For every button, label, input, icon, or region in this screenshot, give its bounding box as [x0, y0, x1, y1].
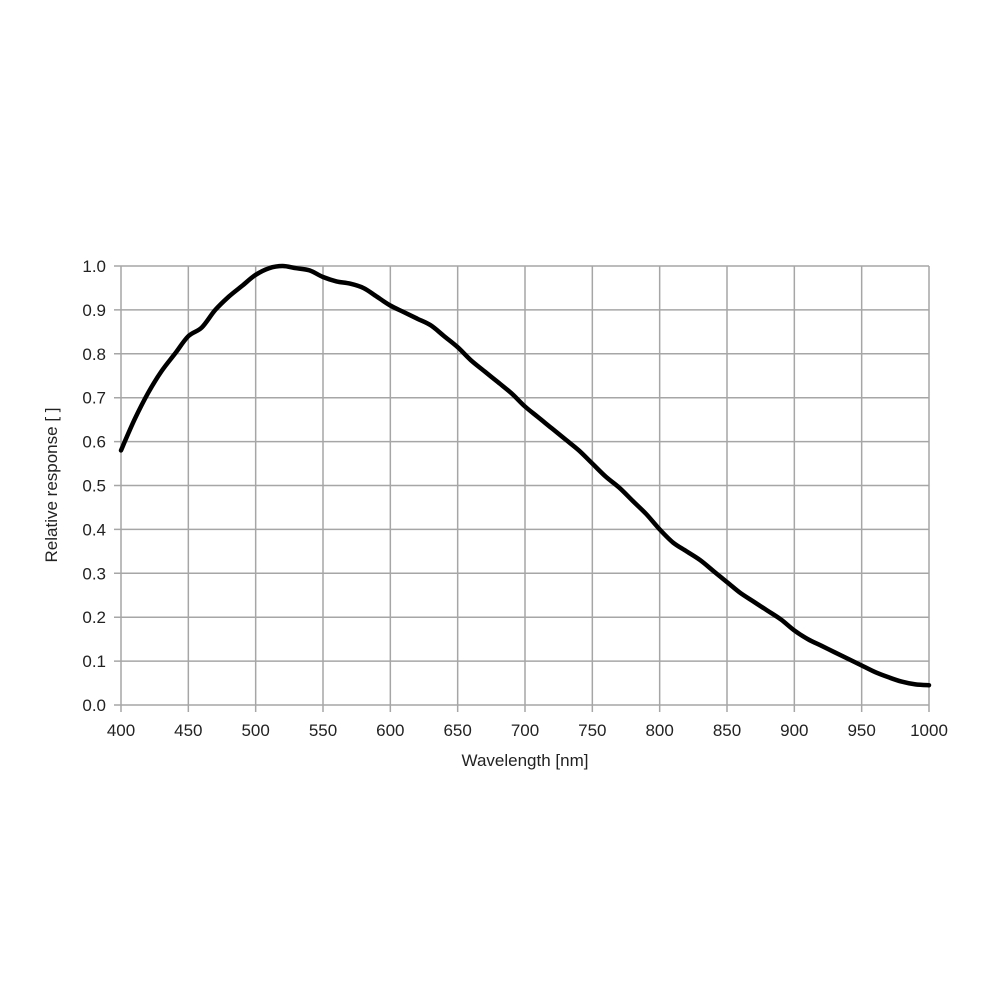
y-axis-ticks: 0.0 0.1 0.2 0.3 0.4 0.5 0.6 0.7 0.8 0.9 1.0 — [82, 257, 106, 715]
y-tick-label: 0.0 — [82, 696, 106, 715]
x-tick-label: 850 — [713, 721, 741, 740]
y-axis-label: Relative response [ ] — [42, 408, 61, 563]
y-tick-label: 0.6 — [82, 433, 106, 452]
y-tick-label: 0.9 — [82, 301, 106, 320]
y-tick-label: 1.0 — [82, 257, 106, 276]
y-tick-label: 0.2 — [82, 608, 106, 627]
x-tick-label: 800 — [645, 721, 673, 740]
x-axis-ticks: 400 450 500 550 600 650 700 750 800 850 900 950 1000 — [107, 721, 948, 740]
x-tick-label: 950 — [847, 721, 875, 740]
x-tick-label: 900 — [780, 721, 808, 740]
y-tick-label: 0.5 — [82, 477, 106, 496]
x-tick-label: 500 — [241, 721, 269, 740]
y-tick-label: 0.8 — [82, 345, 106, 364]
y-tick-label: 0.1 — [82, 652, 106, 671]
x-axis-label: Wavelength [nm] — [462, 751, 589, 770]
x-tick-label: 450 — [174, 721, 202, 740]
response-curve — [118, 263, 932, 688]
y-tick-label: 0.3 — [82, 564, 106, 583]
x-tick-label: 700 — [511, 721, 539, 740]
y-tick-label: 0.4 — [82, 520, 106, 539]
x-tick-label: 650 — [443, 721, 471, 740]
x-tick-label: 550 — [309, 721, 337, 740]
x-tick-label: 400 — [107, 721, 135, 740]
x-tick-label: 1000 — [910, 721, 948, 740]
y-tick-label: 0.7 — [82, 389, 106, 408]
grid-lines — [114, 265, 930, 712]
x-tick-label: 600 — [376, 721, 404, 740]
x-tick-label: 750 — [578, 721, 606, 740]
